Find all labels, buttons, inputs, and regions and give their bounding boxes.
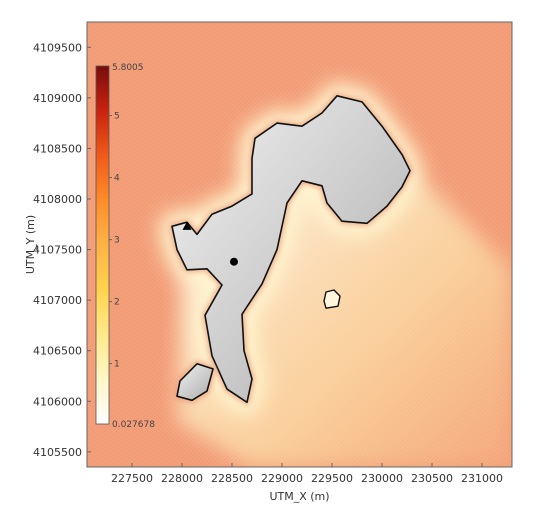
colorbar-ticks: 5 4 3 2 1 <box>109 112 120 370</box>
y-tick-label: 4106000 <box>33 395 82 408</box>
colorbar-tick-label: 2 <box>114 298 120 308</box>
colorbar-tick-label: 1 <box>114 360 120 370</box>
main-terrain-region <box>171 95 411 404</box>
x-tick-label: 229500 <box>311 472 353 485</box>
x-tick-label: 227500 <box>111 472 153 485</box>
y-tick-label: 4106500 <box>33 345 82 358</box>
y-tick-label: 4108000 <box>33 193 82 206</box>
x-tick-label: 228000 <box>161 472 203 485</box>
colorbar-min-label: 0.027678 <box>112 420 155 430</box>
y-tick-label: 4105500 <box>33 446 82 459</box>
plot-frame <box>86 21 513 468</box>
y-axis-label: UTM_Y (m) <box>24 215 37 274</box>
x-tick-label: 230000 <box>361 472 403 485</box>
x-axis-label: UTM_X (m) <box>269 490 329 503</box>
colorbar: 5.8005 0.027678 5 4 3 2 1 <box>95 63 155 430</box>
colorbar-tick-label: 4 <box>114 174 120 184</box>
y-tick-label: 4109000 <box>33 92 82 105</box>
x-tick-label: 229000 <box>261 472 303 485</box>
small-terrain-region <box>323 289 341 309</box>
terrain-regions <box>169 93 413 405</box>
colorbar-max-label: 5.8005 <box>112 63 144 73</box>
colorbar-tick-label: 5 <box>114 112 120 122</box>
triangle-marker <box>182 221 192 230</box>
x-tick-label: 231000 <box>461 472 503 485</box>
colorbar-gradient <box>95 65 110 425</box>
markers <box>182 221 238 266</box>
y-tick-label: 4107500 <box>33 244 82 257</box>
plot-area <box>87 22 512 467</box>
y-tick-label: 4107000 <box>33 294 82 307</box>
colorbar-tick-label: 3 <box>114 236 120 246</box>
x-tick-label: 228500 <box>211 472 253 485</box>
y-axis-ticks: 4105500 4106000 4106500 4107000 4107500 41080… <box>33 41 91 459</box>
y-tick-label: 4108500 <box>33 142 82 155</box>
x-axis-ticks: 227500 228000 228500 229000 229500 230000 2305… <box>111 463 503 485</box>
y-tick-label: 4109500 <box>33 41 82 54</box>
circle-marker <box>230 257 238 266</box>
x-tick-label: 230500 <box>411 472 453 485</box>
southwest-terrain-region <box>176 362 214 402</box>
